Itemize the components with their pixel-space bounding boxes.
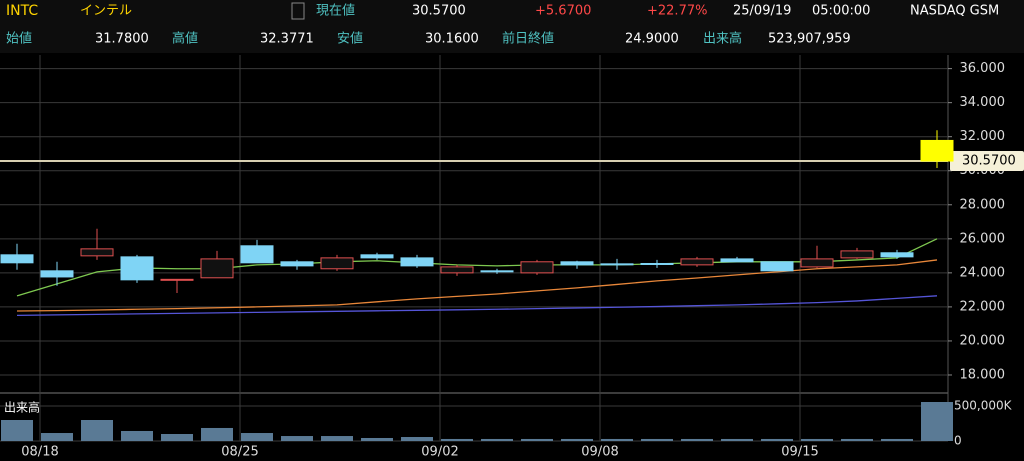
y-tick-label: 20.000: [960, 333, 1006, 348]
candle-body: [0, 254, 34, 264]
candle-body: [400, 257, 434, 267]
volume-bar: [241, 433, 273, 441]
stat-value: 32.3771: [260, 32, 314, 47]
volume-bar: [121, 430, 153, 441]
price-line-label: 30.5700: [962, 154, 1016, 169]
price: 30.5700: [412, 4, 466, 19]
volume-tick-label: 500,000K: [954, 398, 1013, 412]
moving-average: [16, 259, 938, 312]
candle-body: [440, 266, 474, 274]
y-tick-label: 36.000: [960, 61, 1006, 76]
candle-body: [480, 270, 514, 273]
candle-body: [320, 257, 354, 270]
change: +5.6700: [535, 4, 591, 19]
stat-value: 31.7800: [95, 32, 149, 47]
stat-label: 安値: [337, 31, 363, 47]
date: 25/09/19: [733, 4, 791, 19]
volume-bar: [681, 438, 713, 441]
memo-icon[interactable]: [291, 2, 305, 20]
volume-bar: [721, 438, 753, 441]
candle-body: [800, 258, 834, 268]
candle-body: [520, 261, 554, 274]
candle-body: [840, 250, 874, 259]
candle-body: [920, 139, 954, 162]
candle-body: [120, 256, 154, 281]
exchange: NASDAQ GSM: [910, 4, 999, 19]
volume-bar: [321, 436, 353, 441]
header-bg: [0, 0, 1024, 53]
candle-body: [640, 262, 674, 265]
y-tick-label: 32.000: [960, 129, 1006, 144]
volume-bar: [41, 433, 73, 441]
y-tick-label: 24.000: [960, 265, 1006, 280]
volume-bar: [1, 419, 33, 441]
volume-bar: [841, 438, 873, 441]
stat-value: 523,907,959: [768, 32, 851, 47]
candle-body: [40, 270, 74, 278]
volume-bar: [81, 419, 113, 441]
candle-body: [200, 258, 234, 279]
candle-body: [160, 278, 194, 281]
volume-bar: [401, 437, 433, 441]
volume-bar: [481, 438, 513, 441]
candle-body: [240, 245, 274, 264]
symbol: INTC: [6, 3, 38, 19]
candle-body: [680, 258, 714, 266]
y-tick-label: 26.000: [960, 231, 1006, 246]
x-tick-label: 08/18: [21, 445, 58, 460]
stat-label: 出来高: [703, 31, 742, 47]
candle-body: [760, 261, 794, 272]
volume-bar: [561, 438, 593, 441]
volume-bar: [761, 438, 793, 441]
y-tick-label: 34.000: [960, 95, 1006, 110]
candle-body: [80, 248, 114, 257]
x-tick-label: 09/08: [581, 445, 618, 460]
price-label: 現在値: [316, 3, 355, 19]
volume-bar: [441, 438, 473, 441]
candle-body: [600, 263, 634, 266]
company-name: インテル: [80, 4, 132, 19]
x-tick-label: 09/02: [421, 445, 458, 460]
volume-bar: [521, 438, 553, 441]
volume-bar: [801, 438, 833, 441]
time: 05:00:00: [812, 4, 870, 19]
x-tick-label: 09/15: [781, 445, 818, 460]
change-pct: +22.77%: [647, 4, 707, 19]
stat-label: 高値: [172, 31, 198, 47]
candle-body: [360, 254, 394, 259]
volume-bar: [641, 438, 673, 441]
stat-value: 30.1600: [425, 32, 479, 47]
volume-bar: [601, 438, 633, 441]
y-tick-label: 18.000: [960, 367, 1006, 382]
candle-body: [280, 261, 314, 267]
y-tick-label: 22.000: [960, 299, 1006, 314]
candle-body: [720, 258, 754, 263]
candle-body: [560, 261, 594, 266]
x-tick-label: 08/25: [221, 445, 258, 460]
stat-label: 前日終値: [502, 31, 554, 47]
volume-bar: [281, 436, 313, 441]
volume-bar: [161, 433, 193, 441]
volume-label: 出来高: [4, 400, 40, 415]
moving-average: [16, 238, 938, 297]
volume-tick-label: 0: [954, 434, 962, 448]
volume-bar: [361, 437, 393, 441]
moving-average: [16, 295, 938, 317]
volume-bar: [881, 438, 913, 441]
price-line-box: [950, 151, 1024, 172]
stat-value: 24.9000: [625, 32, 679, 47]
candle-body: [880, 252, 914, 258]
stat-label: 始値: [6, 31, 32, 47]
volume-bar: [201, 427, 233, 441]
y-tick-label: 28.000: [960, 197, 1006, 212]
volume-bar: [921, 402, 953, 441]
